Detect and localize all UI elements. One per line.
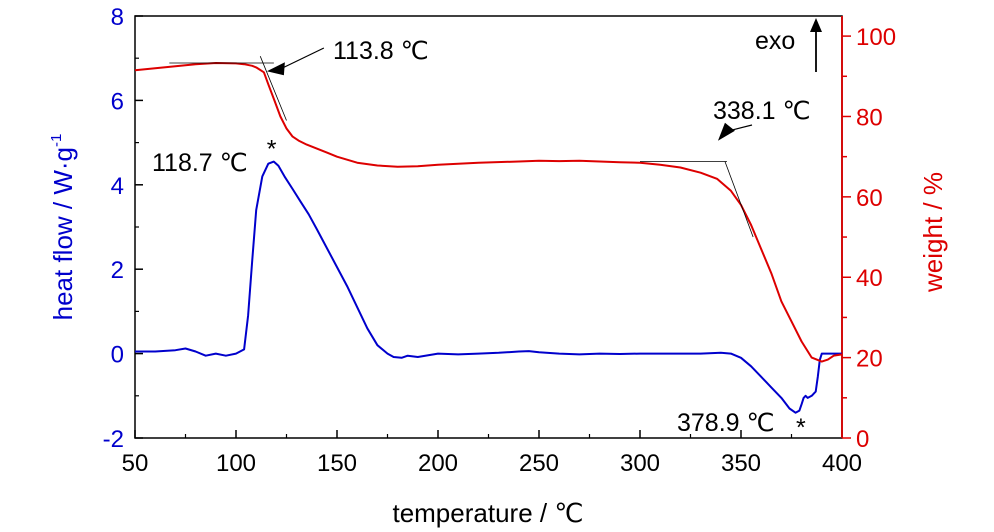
weight-line [134, 62, 843, 363]
y-right-tick-label: 100 [856, 24, 896, 51]
y-left-tick-label: 6 [111, 88, 124, 115]
x-tick-label: 50 [122, 450, 149, 477]
y-right-tick-label: 0 [856, 426, 869, 453]
tangent-line [259, 56, 287, 121]
onset-label-1: 113.8 ℃ [333, 37, 429, 65]
y-left-tick-label: -2 [103, 426, 124, 453]
peak-marker-2: * [796, 414, 806, 442]
x-tick-label: 200 [418, 450, 458, 477]
peak-marker-1: * [267, 136, 277, 164]
exo-label: exo [755, 27, 795, 55]
peak-label-1: 118.7 ℃ [152, 149, 248, 177]
y-right-tick-label: 40 [856, 265, 883, 292]
x-tick-label: 250 [519, 450, 559, 477]
x-tick-label: 300 [620, 450, 660, 477]
plot-frame [134, 15, 843, 439]
annotation-arrowhead [717, 122, 735, 141]
y-right-tick-label: 60 [856, 185, 883, 212]
x-tick-label: 100 [216, 450, 256, 477]
x-tick-label: 400 [822, 450, 862, 477]
x-tick-label: 150 [317, 450, 357, 477]
y-right-axis-title: weight / % [918, 172, 948, 293]
y-left-axis-title-superscript: -1 [48, 134, 65, 147]
annotations-layer: 113.8 ℃ 338.1 ℃ 118.7 ℃ * 378.9 ℃ * [152, 37, 811, 442]
exo-arrow [810, 18, 822, 72]
y-right-tick-label: 80 [856, 104, 883, 131]
annotation-arrowhead [266, 62, 285, 76]
heat-flow-line [135, 160, 842, 414]
y-left-tick-label: 0 [111, 342, 124, 369]
peak-label-2: 378.9 ℃ [677, 409, 775, 437]
tangent-line [724, 161, 754, 238]
y-left-tick-label: 4 [111, 173, 124, 200]
y-left-axis-title-main: heat flow / W·g [48, 147, 78, 320]
y-left-axis-title: heat flow / W·g-1 [48, 134, 78, 321]
y-right-tick-label: 20 [856, 346, 883, 373]
onset-label-2: 338.1 ℃ [713, 97, 811, 125]
x-tick-label: 350 [721, 450, 761, 477]
y-left-tick-label: 2 [111, 257, 124, 284]
series-layer [134, 62, 843, 414]
annotation-leader [279, 47, 325, 70]
ticks-layer: 50 100 150 200 250 300 350 400-2024680204060801… [103, 4, 896, 477]
x-axis-title: temperature / ℃ [392, 498, 583, 528]
y-left-tick-label: 8 [111, 4, 124, 31]
